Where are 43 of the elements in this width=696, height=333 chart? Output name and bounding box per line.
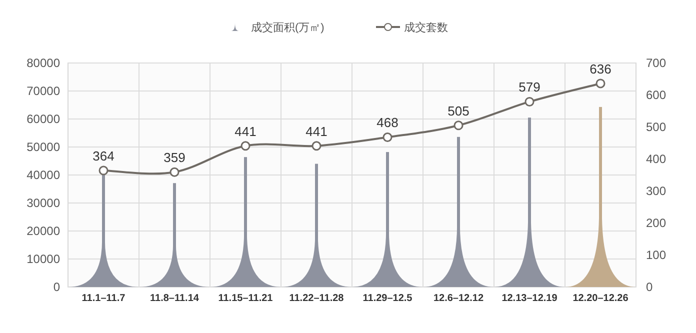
- x-tick-label: 12.20–12.26: [572, 293, 629, 304]
- point: [240, 141, 250, 151]
- y2-tick-label: 600: [646, 88, 666, 102]
- point: [382, 132, 392, 142]
- y2-tick-label: 400: [646, 152, 666, 166]
- y2-tick-label: 700: [646, 56, 666, 70]
- y2-tick-label: 300: [646, 184, 666, 198]
- data-label: 505: [448, 103, 470, 118]
- y-tick-label: 80000: [26, 56, 60, 70]
- data-label: 359: [164, 150, 186, 166]
- x-tick-label: 11.29–12.5: [362, 293, 413, 304]
- point: [98, 166, 108, 176]
- point: [454, 120, 464, 130]
- y-tick-label: 60000: [26, 112, 60, 126]
- x-tick-label: 12.13–12.19: [502, 293, 558, 304]
- x-tick-label: 11.1–11.7: [82, 293, 126, 304]
- legend-label: 成交套数: [404, 21, 448, 34]
- y-tick-label: 20000: [26, 224, 60, 238]
- y-tick-label: 0: [53, 280, 60, 294]
- data-label: 636: [590, 61, 612, 76]
- y2-tick-label: 0: [646, 280, 653, 294]
- y-tick-label: 30000: [26, 196, 60, 210]
- data-label: 441: [306, 124, 328, 139]
- point: [524, 96, 534, 106]
- data-label: 468: [376, 115, 398, 130]
- x-tick-label: 11.15–11.21: [218, 293, 274, 304]
- y2-tick-label: 200: [646, 216, 666, 230]
- y-tick-label: 10000: [26, 252, 60, 266]
- x-tick-label: 11.8–11.14: [150, 293, 200, 304]
- data-label: 579: [518, 80, 540, 95]
- legend-label: 成交面积(万㎡): [251, 21, 324, 34]
- x-tick-label: 12.6–12.12: [433, 293, 484, 304]
- y-tick-label: 50000: [26, 140, 60, 154]
- y2-tick-label: 500: [646, 120, 666, 134]
- y2-tick-label: 100: [646, 248, 666, 262]
- y-tick-label: 40000: [26, 168, 60, 182]
- point: [170, 167, 180, 177]
- x-tick-label: 11.22–11.28: [289, 293, 344, 304]
- point: [596, 78, 606, 88]
- y-tick-label: 70000: [26, 84, 60, 98]
- data-label: 441: [234, 124, 256, 139]
- point: [312, 141, 322, 151]
- data-label: 364: [92, 148, 114, 164]
